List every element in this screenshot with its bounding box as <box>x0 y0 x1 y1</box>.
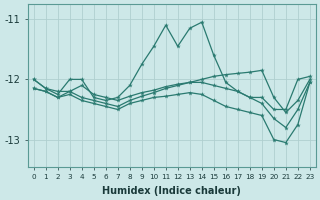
X-axis label: Humidex (Indice chaleur): Humidex (Indice chaleur) <box>102 186 241 196</box>
